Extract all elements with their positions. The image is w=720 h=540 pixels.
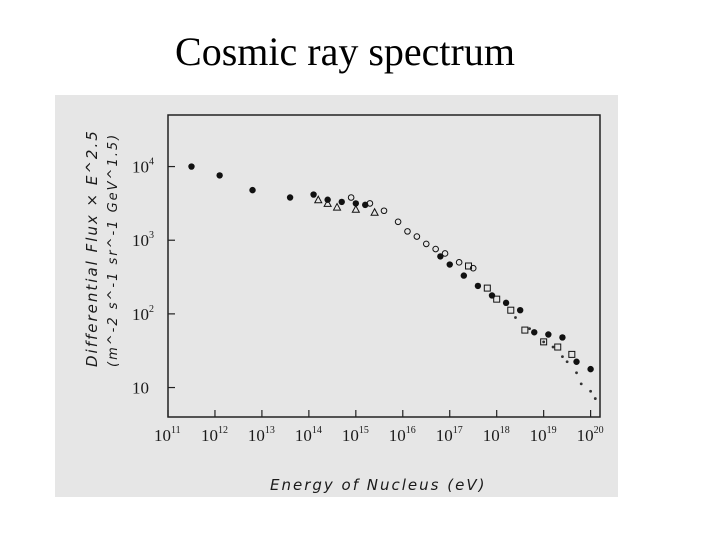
data-point-dot	[565, 360, 569, 364]
data-point-filled	[474, 282, 482, 290]
data-point-filled	[559, 334, 566, 341]
slide-title: Cosmic ray spectrum	[175, 29, 515, 74]
data-point-open	[413, 233, 421, 240]
data-point-square	[465, 262, 473, 270]
data-point-dot	[575, 371, 578, 375]
data-point-open	[432, 245, 439, 253]
data-point-square	[507, 306, 515, 314]
x-tick-label: 1015	[342, 425, 369, 445]
data-point-triangle	[351, 204, 361, 213]
data-point-dot	[551, 345, 555, 349]
data-point-dot	[593, 397, 597, 400]
data-point-square	[554, 343, 562, 351]
x-tick-label: 1020	[577, 425, 604, 445]
data-point-triangle	[370, 207, 379, 216]
y-tick-label: 10	[132, 379, 149, 398]
y-tick-label: 103	[132, 230, 154, 250]
data-point-filled	[216, 172, 223, 179]
data-point-square	[568, 350, 576, 358]
data-point-open	[366, 200, 374, 207]
data-point-filled	[587, 365, 594, 373]
tick-layer: 1011 1012 1013 1014 1015 1016 1017 1018 1019 1020…	[132, 157, 604, 445]
data-point-open	[455, 259, 463, 266]
y-tick-label: 104	[132, 157, 154, 177]
x-tick-label: 1018	[483, 425, 510, 445]
y-axis-units: (m^-2 s^-1 sr^-1 GeV^1.5)	[106, 133, 121, 367]
data-point-dot	[542, 340, 546, 344]
data-point-square	[521, 326, 529, 334]
data-point-dot	[589, 389, 593, 393]
data-point-open	[347, 194, 355, 201]
data-point-filled	[502, 299, 510, 307]
chart-figure: 1011 1012 1013 1014 1015 1016 1017 1018 1019 1020…	[55, 95, 618, 497]
data-point-filled	[249, 186, 256, 194]
x-tick-label: 1016	[389, 425, 416, 445]
data-point-dot	[528, 327, 531, 331]
x-tick-label: 1011	[154, 425, 181, 445]
x-tick-label: 1012	[201, 425, 228, 445]
data-point-triangle	[323, 198, 332, 207]
data-point-dot	[561, 355, 564, 358]
data-point-filled	[516, 306, 524, 314]
data-point-triangle	[332, 202, 342, 211]
data-point-filled	[545, 331, 552, 338]
data-point-open	[441, 250, 449, 257]
y-tick-label: 102	[132, 304, 154, 324]
data-point-square	[493, 295, 501, 303]
data-point-filled	[460, 272, 468, 279]
plot-frame	[167, 114, 601, 418]
cosmic-ray-chart: 1011 1012 1013 1014 1015 1016 1017 1018 1019 1020…	[83, 114, 604, 494]
data-point-filled	[188, 163, 195, 170]
data-point-open	[404, 228, 411, 235]
data-point-filled	[310, 191, 317, 198]
data-point-dot	[579, 382, 583, 386]
x-tick-label: 1017	[436, 425, 463, 445]
x-axis-title: Energy of Nucleus (eV)	[270, 476, 486, 494]
y-axis-title: Differential Flux × E^2.5	[83, 129, 101, 367]
data-point-filled	[488, 292, 496, 299]
data-point-filled	[573, 358, 580, 365]
data-point-square	[483, 284, 491, 292]
data-point-open	[380, 207, 388, 215]
data-point-filled	[531, 329, 538, 336]
data-point-filled	[352, 200, 360, 207]
x-tick-label: 1013	[248, 425, 275, 445]
data-point-triangle	[313, 195, 323, 204]
data-point-square	[540, 338, 548, 346]
marks-layer	[188, 163, 597, 400]
data-point-filled	[446, 261, 453, 268]
data-point-filled	[437, 253, 444, 260]
data-point-dot	[514, 316, 517, 319]
data-point-open	[422, 240, 430, 248]
data-point-filled	[286, 194, 294, 201]
x-tick-label: 1014	[295, 425, 322, 445]
data-point-open	[394, 218, 402, 226]
x-tick-label: 1019	[530, 425, 557, 445]
data-point-filled	[338, 198, 345, 206]
data-point-open	[469, 264, 477, 272]
